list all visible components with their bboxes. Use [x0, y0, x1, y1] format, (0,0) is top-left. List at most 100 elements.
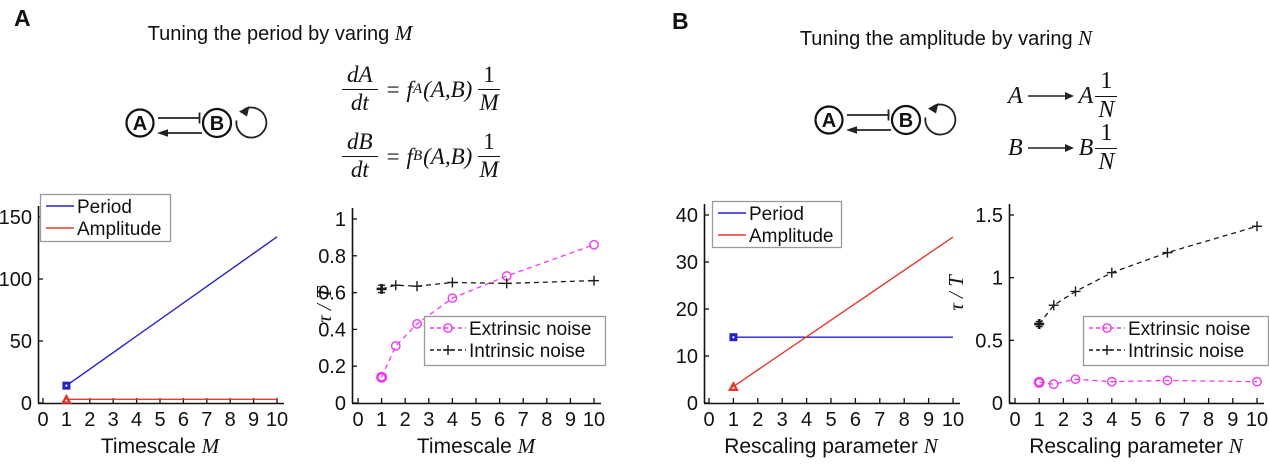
x-tick-label: 6: [850, 409, 861, 431]
circle-marker: [1162, 375, 1173, 386]
reactant: B: [1008, 134, 1023, 161]
reactant: A: [1008, 82, 1023, 109]
arrowhead-icon: [157, 129, 168, 137]
x-axis-label: Timescale M: [101, 434, 221, 458]
derivative-fraction: dA dt: [342, 62, 378, 116]
y-tick-label: 0: [992, 393, 1003, 415]
x-tick-label: 4: [801, 409, 812, 431]
x-tick-label: 9: [565, 409, 576, 431]
y-axis-label: τ / T: [944, 274, 968, 311]
circle-marker: [376, 371, 388, 383]
circle-marker: [1033, 376, 1045, 388]
circle-marker: [1048, 379, 1059, 390]
y-tick-label: 40: [676, 205, 698, 227]
node-a-circle: [125, 108, 155, 138]
x-tick-label: 10: [583, 409, 605, 431]
reaction-arrow-icon: [1027, 92, 1074, 100]
x-tick-label: 10: [266, 409, 288, 431]
network-diagram-b: A B: [814, 103, 957, 136]
node-b-circle: [890, 104, 922, 136]
x-tick-label: 10: [1246, 409, 1268, 431]
y-tick-label: 1.5: [975, 205, 1003, 227]
x-tick-label: 0: [1009, 409, 1020, 431]
node-b-label: B: [899, 110, 913, 132]
x-tick-label: 8: [225, 409, 236, 431]
series-line-extrinsic-noise: [381, 244, 595, 378]
legend-box: [423, 315, 607, 367]
ode-equation-1: dA dt = f A (A,B) 1 M: [340, 56, 502, 123]
self-loop-arrowhead-icon: [239, 106, 250, 117]
ode-equation-2: dB dt = f B (A,B) 1 M: [340, 123, 502, 190]
equals-sign: =: [386, 143, 400, 169]
circle-marker: [390, 341, 401, 351]
self-loop-edge: [235, 106, 268, 139]
x-tick-label: 1: [61, 409, 72, 431]
circle-marker: [1102, 323, 1112, 333]
marker-dot: [732, 336, 735, 339]
series-line-period: [65, 236, 278, 387]
x-tick-label: 3: [777, 409, 788, 431]
x-tick-label: 10: [942, 409, 964, 431]
y-axis-label: τ / T: [312, 286, 336, 323]
x-tick-label: 4: [447, 409, 458, 431]
x-tick-label: 7: [201, 409, 212, 431]
x-tick-label: 0: [352, 409, 363, 431]
derivative-fraction: dB dt: [342, 129, 378, 183]
series-line-amplitude: [733, 236, 954, 388]
marker-dot: [65, 384, 68, 387]
node-a-label: A: [133, 113, 147, 135]
node-a-label: A: [822, 110, 836, 132]
y-tick-label: 1: [992, 268, 1003, 290]
x-tick-label: 1: [728, 409, 739, 431]
panel-b-title-var: N: [1078, 26, 1093, 50]
x-tick-label: 0: [37, 409, 48, 431]
function-subscript: A: [412, 81, 423, 97]
ode-equations: dA dt = f A (A,B) 1 M dB dt = f B (A,B) …: [340, 56, 502, 190]
y-tick-label: 50: [10, 331, 32, 353]
x-tick-label: 7: [874, 409, 885, 431]
panel-a-title-var: M: [394, 21, 413, 45]
x-tick-label: 2: [400, 409, 411, 431]
legend-box: [1082, 315, 1269, 367]
panel-a-title: Tuning the period by varing M: [100, 21, 460, 46]
legend-item-label: Intrinsic noise: [469, 341, 585, 362]
panel-b-title-text: Tuning the amplitude by varing: [799, 28, 1079, 50]
y-tick-label: 0: [335, 393, 346, 415]
x-tick-label: 5: [1130, 409, 1141, 431]
legend-item-label: Amplitude: [749, 226, 834, 247]
equals-sign: =: [386, 76, 400, 102]
x-tick-label: 9: [923, 409, 934, 431]
x-tick-label: 5: [154, 409, 165, 431]
y-tick-label: 0: [21, 393, 32, 415]
legend-item-label: Period: [749, 204, 804, 225]
circle-marker: [1106, 376, 1117, 387]
panel-a-title-text: Tuning the period by varing: [147, 23, 395, 45]
circle-marker: [589, 239, 599, 250]
y-tick-label: 150: [0, 207, 32, 229]
y-tick-label: 20: [676, 299, 698, 321]
x-tick-label: 6: [494, 409, 505, 431]
self-loop-edge: [924, 103, 957, 136]
x-tick-label: 1: [1034, 409, 1045, 431]
circle-marker: [443, 323, 453, 333]
x-tick-label: 8: [899, 409, 910, 431]
circle-marker: [447, 293, 458, 304]
series-line-extrinsic-noise: [1039, 378, 1258, 385]
rescale-fraction: 1 N: [1095, 68, 1118, 124]
legend-box: [39, 193, 172, 243]
marker-dot: [65, 399, 68, 402]
legend-box: [711, 200, 843, 249]
circle-marker: [1252, 376, 1262, 387]
arrowhead-icon: [846, 126, 857, 134]
y-tick-label: 0.2: [318, 356, 346, 378]
x-tick-label: 4: [131, 409, 142, 431]
x-tick-label: 6: [1155, 409, 1166, 431]
y-tick-label: 0.6: [318, 283, 346, 305]
x-axis-label: Rescaling parameter N: [1029, 434, 1244, 458]
y-tick-label: 0: [687, 393, 698, 415]
